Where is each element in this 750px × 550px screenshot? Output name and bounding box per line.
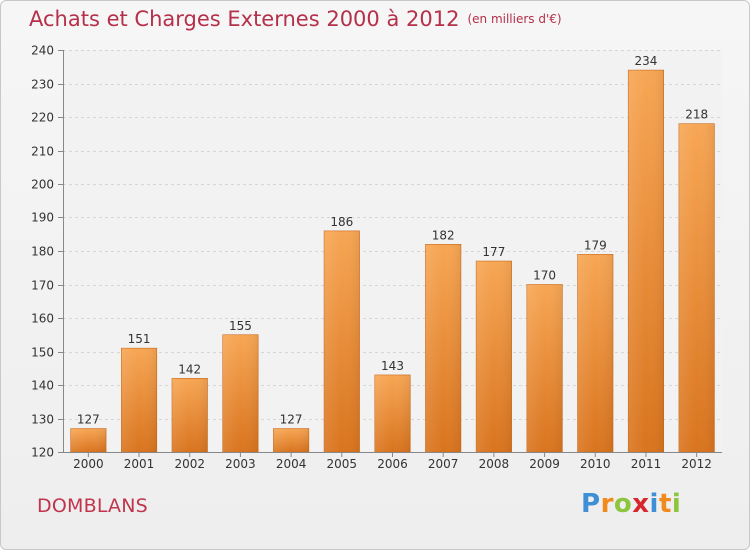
data-label: 151 [128,332,151,346]
x-tick-label: 2000 [73,457,104,471]
bars: 127 151 142 155 127 186 143 182 177 170 179 234 218 [70,54,715,453]
x-tick-label: 2012 [681,457,712,471]
y-tick-label: 120 [31,446,54,460]
x-tick-label: 2003 [225,457,256,471]
bar-shine [171,378,208,452]
bar-shine [222,334,259,452]
chart-unit: (en milliers d'€) [467,12,562,26]
data-label: 218 [685,108,708,122]
y-tick-label: 130 [31,413,54,427]
data-label: 186 [330,215,353,229]
y-tick-label: 150 [31,346,54,360]
bar-shine [121,348,157,452]
y-tick-label: 210 [31,145,54,159]
data-label: 142 [178,362,201,376]
data-label: 155 [229,319,252,333]
x-tick-label: 2004 [276,457,307,471]
y-tick-label: 230 [31,78,54,92]
x-tick-label: 2009 [529,457,560,471]
data-label: 234 [635,54,658,68]
data-label: 170 [533,269,556,283]
bar-shine [374,374,411,452]
y-tick-label: 220 [31,111,54,125]
chart-title: Achats et Charges Externes 2000 à 2012 (e… [29,7,562,31]
y-tick-label: 160 [31,312,54,326]
bar-shine [526,284,563,452]
y-tick-label: 140 [31,379,54,393]
y-tick-label: 240 [31,44,54,58]
x-tick-label: 2006 [377,457,408,471]
x-tick-label: 2010 [580,457,611,471]
chart-title-text: Achats et Charges Externes 2000 à 2012 [29,7,460,31]
bar-shine [628,70,664,452]
bar-shine [476,261,512,452]
data-label: 127 [77,413,100,427]
y-tick-label: 180 [31,245,54,259]
x-axis: 2000 2001 2002 2003 2004 2005 2006 2007 2008 2009… [63,452,722,471]
data-label: 179 [584,238,607,252]
data-label: 127 [280,413,303,427]
x-tick-label: 2007 [428,457,459,471]
data-label: 182 [432,228,455,242]
y-tick-label: 200 [31,178,54,192]
data-label: 143 [381,359,404,373]
y-tick-label: 170 [31,279,54,293]
y-axis: 120 130 140 150 160 170 180 190 200 210 220 230 240 [31,44,64,460]
proxiti-logo: Proxiti [581,489,682,519]
x-tick-label: 2005 [327,457,358,471]
x-tick-label: 2002 [174,457,205,471]
bar-shine [273,428,309,452]
bar-shine [425,244,461,452]
x-tick-label: 2011 [631,457,662,471]
place-name: DOMBLANS [37,495,148,517]
bar-shine [577,254,614,452]
x-tick-label: 2001 [124,457,155,471]
bar-shine [70,428,107,452]
y-tick-label: 190 [31,211,54,225]
bar-shine [324,230,360,452]
x-tick-label: 2008 [479,457,510,471]
data-label: 177 [482,245,505,259]
bar-shine [678,123,715,452]
